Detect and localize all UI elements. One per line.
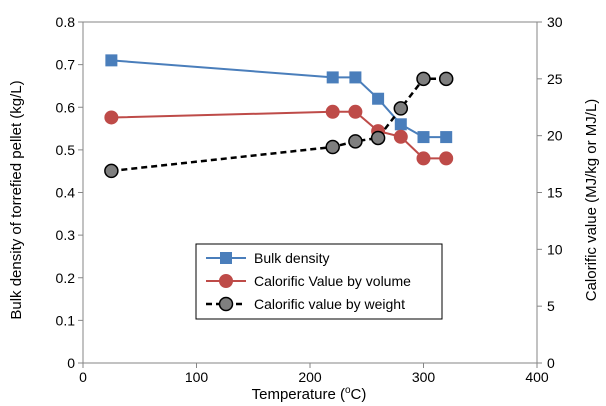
data-point xyxy=(348,134,363,149)
data-point xyxy=(393,101,409,116)
x-tick-label: 0 xyxy=(79,369,87,385)
x-axis-title-unit: C) xyxy=(351,386,367,403)
y-tick-label: 0 xyxy=(67,355,75,371)
y-tick-label: 0.7 xyxy=(56,57,76,73)
y2-axis-title: Calorific value (MJ/kg or MJ/L) xyxy=(583,99,600,302)
data-point xyxy=(326,71,339,84)
series-2 xyxy=(104,71,454,179)
data-point xyxy=(440,131,453,144)
x-axis-title-degree: o xyxy=(345,385,351,396)
y2-tick-label: 25 xyxy=(547,71,563,87)
data-point xyxy=(348,104,363,119)
x-tick-label: 400 xyxy=(525,369,549,385)
data-point xyxy=(416,71,431,87)
data-point xyxy=(105,54,118,67)
x-tick-label: 300 xyxy=(412,369,436,385)
legend-marker xyxy=(219,274,233,288)
y-tick-label: 0.1 xyxy=(56,312,76,328)
data-point xyxy=(393,129,408,144)
legend-label: Bulk density xyxy=(254,250,329,266)
data-point xyxy=(370,130,386,146)
data-point xyxy=(372,92,385,105)
legend-label: Calorific value by weight xyxy=(254,296,405,312)
y-axis-title: Bulk density of torrefied pellet (kg/L) xyxy=(8,80,25,319)
x-tick-label: 100 xyxy=(185,369,209,385)
y2-tick-label: 5 xyxy=(547,298,555,314)
data-point xyxy=(325,139,340,155)
data-point xyxy=(349,71,362,84)
data-point xyxy=(104,163,119,179)
y2-tick-label: 20 xyxy=(547,128,563,144)
x-axis-title-main: Temperature ( xyxy=(252,386,345,403)
axes: 0 100 200 300 40000.10.20.30.40.50.60.70.805… xyxy=(56,14,563,385)
y2-tick-label: 0 xyxy=(547,355,555,371)
y-tick-label: 0.5 xyxy=(56,142,76,158)
legend: Bulk density Calorific Value by volume Cal… xyxy=(195,243,443,320)
y-tick-label: 0.3 xyxy=(56,227,76,243)
x-tick-label: 200 xyxy=(298,369,322,385)
data-point xyxy=(325,104,340,119)
legend-label: Calorific Value by volume xyxy=(254,273,411,289)
data-point xyxy=(416,151,431,166)
data-point xyxy=(417,131,430,144)
series-0 xyxy=(105,54,453,144)
legend-marker xyxy=(220,252,232,264)
y-tick-label: 0.8 xyxy=(56,14,76,30)
data-point xyxy=(104,110,119,125)
data-point xyxy=(394,118,407,131)
y-tick-label: 0.2 xyxy=(56,270,76,286)
data-point xyxy=(438,71,454,87)
data-point xyxy=(439,151,454,166)
legend-box xyxy=(195,243,443,320)
y2-tick-label: 15 xyxy=(547,185,563,201)
y-tick-label: 0.6 xyxy=(56,99,76,115)
x-axis-title: Temperature (oC) xyxy=(252,385,367,403)
legend-marker xyxy=(218,296,234,312)
y2-tick-label: 30 xyxy=(547,14,563,30)
y2-tick-label: 10 xyxy=(547,241,563,257)
series-layer xyxy=(104,54,454,179)
y-tick-label: 0.4 xyxy=(56,185,76,201)
